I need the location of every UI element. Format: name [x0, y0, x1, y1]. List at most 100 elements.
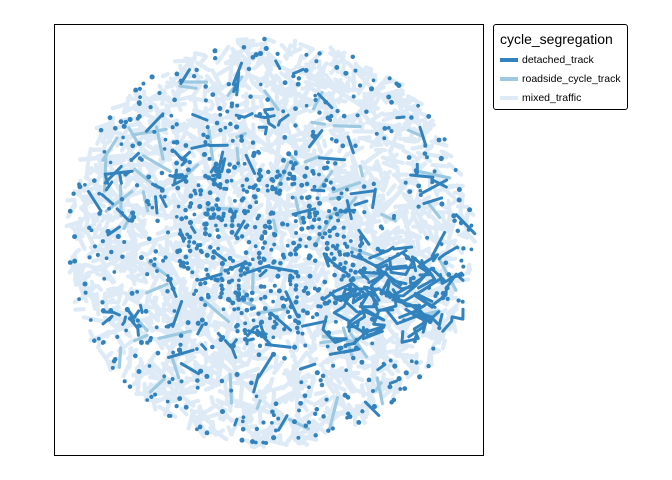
mixed-traffic-segment: [405, 317, 416, 326]
mixed-traffic-segment: [371, 92, 383, 110]
detached-track-point: [223, 125, 228, 130]
detached-track-point: [339, 277, 344, 282]
mixed-traffic-segment: [105, 350, 114, 359]
mixed-traffic-segment: [186, 118, 197, 129]
detached-track-point: [396, 376, 402, 382]
detached-track-point: [235, 329, 240, 334]
mixed-traffic-segment: [390, 302, 402, 316]
mixed-traffic-segment: [313, 113, 330, 125]
detached-track-point: [293, 287, 299, 292]
detached-track-point: [107, 206, 111, 211]
detached-track-point: [97, 191, 102, 196]
mixed-traffic-segment: [140, 251, 150, 257]
detached-track-point: [246, 239, 252, 245]
detached-track-point: [215, 228, 220, 233]
mixed-traffic-segment: [197, 376, 219, 388]
detached-track-point: [353, 143, 358, 149]
detached-track-point: [251, 194, 256, 199]
detached-track-point: [348, 268, 353, 273]
detached-track-point: [265, 188, 270, 193]
mixed-traffic-segment: [191, 93, 210, 179]
detached-track-point: [198, 242, 203, 248]
mixed-traffic-segment: [155, 291, 192, 390]
detached-track-point: [102, 276, 107, 281]
mixed-traffic-segment: [161, 182, 185, 194]
detached-track-point: [205, 272, 210, 278]
mixed-traffic-segment: [150, 257, 165, 271]
mixed-traffic-segment: [177, 131, 188, 147]
mixed-traffic-segment: [342, 377, 355, 394]
mixed-traffic-segment: [108, 360, 120, 369]
detached-track-point: [294, 246, 299, 251]
detached-track-point: [273, 401, 279, 407]
mixed-traffic-segment: [236, 208, 247, 220]
detached-track-point: [282, 327, 287, 332]
mixed-traffic-segment: [231, 180, 245, 200]
detached-track-segment: [301, 319, 328, 328]
detached-track-point: [192, 188, 197, 193]
mixed-traffic-segment: [296, 54, 304, 68]
mixed-traffic-segment: [223, 151, 240, 160]
mixed-traffic-segment: [210, 352, 284, 419]
mixed-traffic-segment: [203, 106, 210, 127]
detached-track-point: [178, 262, 184, 268]
mixed-traffic-segment: [244, 438, 255, 447]
detached-track-point: [317, 110, 322, 115]
detached-track-point: [155, 269, 159, 273]
detached-track-point: [172, 309, 177, 313]
mixed-traffic-segment: [300, 240, 314, 246]
detached-track-point: [208, 215, 214, 221]
detached-track-point: [123, 119, 129, 125]
detached-track-point: [312, 210, 318, 216]
detached-track-point: [269, 210, 274, 215]
detached-track-point: [183, 215, 189, 220]
detached-track-point: [145, 340, 150, 345]
detached-track-point: [387, 384, 393, 390]
detached-track-point: [275, 51, 280, 57]
detached-track-point: [312, 286, 317, 291]
mixed-traffic-segment: [104, 214, 113, 226]
detached-track-point: [337, 249, 342, 255]
detached-track-point: [115, 233, 121, 239]
mixed-traffic-segment: [197, 405, 213, 426]
detached-track-point: [292, 419, 297, 425]
detached-track-point: [442, 137, 447, 142]
mixed-traffic-segment: [265, 196, 271, 216]
mixed-traffic-segment: [73, 307, 86, 312]
mixed-traffic-segment: [244, 72, 336, 112]
mixed-traffic-segment: [135, 293, 144, 302]
detached-track-segment: [242, 264, 271, 276]
mixed-traffic-segment: [295, 290, 305, 299]
mixed-traffic-segment: [425, 225, 446, 232]
detached-track-segment: [353, 199, 369, 207]
mixed-traffic-segment: [141, 89, 148, 110]
detached-track-point: [238, 273, 243, 278]
mixed-traffic-segment: [186, 409, 196, 431]
detached-track-point: [250, 140, 256, 145]
detached-track-point: [122, 239, 127, 245]
detached-track-segment: [118, 173, 123, 185]
detached-track-point: [350, 54, 356, 60]
mixed-traffic-segment: [212, 112, 222, 121]
detached-track-point: [272, 259, 277, 264]
detached-track-point: [133, 87, 139, 93]
mixed-traffic-segment: [104, 228, 189, 258]
detached-track-point: [163, 255, 168, 260]
mixed-traffic-segment: [295, 176, 301, 192]
detached-track-point: [290, 195, 295, 200]
mixed-traffic-segment: [224, 282, 231, 299]
detached-track-point: [296, 320, 302, 326]
detached-track-point: [179, 379, 184, 384]
detached-track-point: [219, 408, 226, 415]
mixed-traffic-segment: [151, 173, 161, 188]
detached-track-point: [188, 193, 194, 198]
mixed-traffic-segment: [379, 87, 404, 98]
mixed-traffic-segment: [429, 139, 449, 148]
mixed-traffic-segment: [279, 43, 294, 57]
detached-track-point: [198, 192, 203, 197]
detached-track-point: [443, 260, 449, 266]
mixed-traffic-segment: [426, 208, 432, 219]
detached-track-point: [262, 223, 268, 229]
mixed-traffic-segment: [169, 398, 180, 404]
detached-track-point: [317, 225, 322, 230]
